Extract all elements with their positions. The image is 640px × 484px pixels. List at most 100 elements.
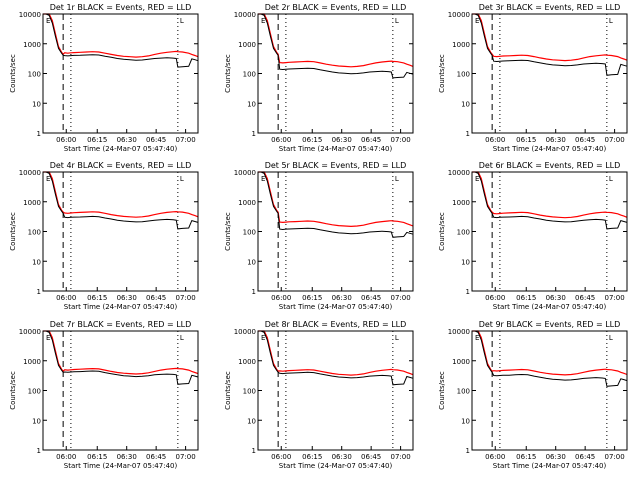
- panel-title: Det 6r BLACK = Events, RED = LLD: [479, 161, 621, 170]
- x-tick-label: 06:45: [361, 294, 381, 302]
- x-tick-label: 06:45: [146, 294, 166, 302]
- x-tick-label: 07:00: [605, 136, 625, 144]
- x-tick-label: 07:00: [391, 453, 411, 461]
- events-series-line: [43, 330, 199, 385]
- flag-right: L: [395, 17, 399, 25]
- y-tick-label: 1: [252, 130, 256, 138]
- plot-frame: [257, 171, 414, 292]
- y-tick-label: 100: [28, 388, 41, 396]
- panel-title: Det 4r BLACK = Events, RED = LLD: [50, 161, 192, 170]
- y-tick-label: 100: [243, 71, 256, 79]
- y-tick-label: 1: [252, 447, 256, 455]
- y-tick-label: 1: [466, 288, 470, 296]
- x-tick-label: 06:15: [87, 453, 107, 461]
- y-tick-label: 1000: [23, 358, 41, 366]
- flag-right: L: [395, 334, 399, 342]
- flag-right: L: [609, 175, 613, 183]
- lld-series-line: [472, 171, 628, 219]
- x-tick-label: 06:30: [332, 453, 352, 461]
- x-tick-label: 06:15: [516, 453, 536, 461]
- y-tick-label: 10: [32, 417, 41, 425]
- x-tick-label: 06:30: [546, 294, 566, 302]
- lld-series-line: [472, 330, 628, 376]
- panel-det-6: Det 6r BLACK = Events, RED = LLD 1 10 100 10…: [438, 161, 628, 311]
- events-series-line: [258, 330, 414, 386]
- flag-left: E: [261, 175, 265, 183]
- panel-title: Det 2r BLACK = Events, RED = LLD: [265, 3, 407, 12]
- y-tick-label: 10000: [234, 328, 256, 336]
- x-axis-label: Start Time (24-Mar-07 05:47:40): [493, 145, 607, 153]
- panel-det-1: Det 1r BLACK = Events, RED = LLD 1 10 100 10…: [9, 3, 199, 153]
- x-tick-label: 06:30: [117, 294, 137, 302]
- x-tick-label: 06:45: [146, 136, 166, 144]
- y-tick-label: 100: [457, 71, 470, 79]
- panel-det-3: Det 3r BLACK = Events, RED = LLD 1 10 100 10…: [438, 3, 628, 153]
- flag-left: E: [475, 175, 479, 183]
- lld-series-line: [258, 13, 414, 68]
- panel-title: Det 7r BLACK = Events, RED = LLD: [50, 320, 192, 329]
- x-tick-label: 06:15: [87, 294, 107, 302]
- panel-title: Det 1r BLACK = Events, RED = LLD: [50, 3, 192, 12]
- x-tick-label: 06:45: [575, 136, 595, 144]
- y-tick-label: 1000: [23, 199, 41, 207]
- plot-frame: [471, 171, 628, 292]
- x-tick-label: 06:00: [271, 294, 291, 302]
- panel-det-2: Det 2r BLACK = Events, RED = LLD 1 10 100 10…: [224, 3, 414, 153]
- plot-frame: [471, 13, 628, 134]
- plot-frame: [42, 171, 199, 292]
- y-tick-label: 10000: [448, 11, 470, 19]
- x-axis-label: Start Time (24-Mar-07 05:47:40): [64, 303, 178, 311]
- y-tick-label: 10: [461, 100, 470, 108]
- x-tick-label: 06:30: [546, 453, 566, 461]
- panel-det-4: Det 4r BLACK = Events, RED = LLD 1 10 100 10…: [9, 161, 199, 311]
- y-tick-label: 10000: [448, 169, 470, 177]
- x-tick-label: 06:30: [332, 136, 352, 144]
- y-tick-label: 100: [28, 71, 41, 79]
- events-series-line: [472, 171, 628, 230]
- y-axis-label: Counts/sec: [9, 371, 17, 410]
- x-tick-label: 07:00: [605, 294, 625, 302]
- x-tick-label: 06:30: [332, 294, 352, 302]
- flag-left: E: [46, 17, 50, 25]
- lld-series-line: [43, 171, 199, 218]
- y-tick-label: 10000: [448, 328, 470, 336]
- x-tick-label: 06:00: [271, 136, 291, 144]
- flag-left: E: [475, 17, 479, 25]
- y-tick-label: 1000: [238, 41, 256, 49]
- y-tick-label: 1: [466, 447, 470, 455]
- flag-left: E: [46, 334, 50, 342]
- y-tick-label: 10: [461, 258, 470, 266]
- plot-frame: [42, 330, 199, 451]
- y-tick-label: 10: [247, 417, 256, 425]
- x-tick-label: 07:00: [391, 294, 411, 302]
- y-tick-label: 1: [252, 288, 256, 296]
- events-series-line: [43, 171, 199, 230]
- x-tick-label: 06:15: [302, 453, 322, 461]
- plot-frame: [42, 13, 199, 134]
- y-axis-label: Counts/sec: [438, 54, 446, 93]
- flag-right: L: [609, 17, 613, 25]
- flag-left: E: [475, 334, 479, 342]
- y-axis-label: Counts/sec: [224, 212, 232, 251]
- y-tick-label: 100: [457, 388, 470, 396]
- x-tick-label: 06:45: [361, 136, 381, 144]
- y-tick-label: 10000: [234, 11, 256, 19]
- y-tick-label: 1000: [452, 199, 470, 207]
- x-tick-label: 06:00: [56, 136, 76, 144]
- flag-right: L: [609, 334, 613, 342]
- x-tick-label: 06:30: [117, 136, 137, 144]
- y-tick-label: 10000: [19, 328, 41, 336]
- lld-series-line: [258, 330, 414, 376]
- x-tick-label: 07:00: [605, 453, 625, 461]
- x-tick-label: 07:00: [176, 136, 196, 144]
- flag-left: E: [261, 17, 265, 25]
- y-tick-label: 1000: [452, 358, 470, 366]
- x-tick-label: 07:00: [391, 136, 411, 144]
- x-tick-label: 07:00: [176, 294, 196, 302]
- x-tick-label: 06:45: [146, 453, 166, 461]
- x-tick-label: 06:45: [361, 453, 381, 461]
- lld-series-line: [43, 13, 199, 58]
- y-tick-label: 1000: [238, 358, 256, 366]
- x-tick-label: 06:00: [485, 136, 505, 144]
- events-series-line: [43, 13, 199, 68]
